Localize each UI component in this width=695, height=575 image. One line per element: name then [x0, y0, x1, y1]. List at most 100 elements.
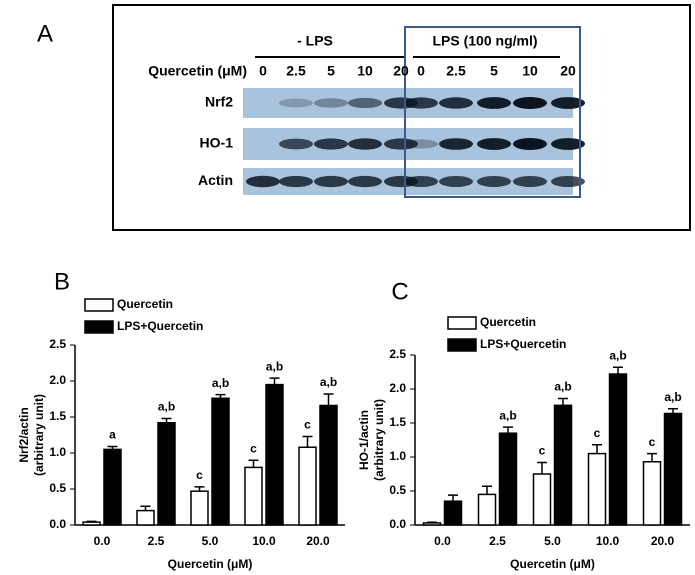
band [348, 138, 382, 150]
band [246, 175, 280, 188]
x-tick-label: 20.0 [306, 534, 330, 548]
significance-label: c [304, 418, 311, 432]
y-tick-label: 2.0 [49, 373, 66, 387]
legend-swatch [84, 298, 114, 312]
band [348, 97, 382, 109]
row-label: Actin [198, 172, 233, 188]
error-bar [86, 520, 97, 523]
y-tick-label: 0.5 [389, 483, 406, 497]
y-tick-label: 0.0 [389, 517, 406, 531]
significance-label: c [539, 444, 546, 458]
lane-label: 2.5 [286, 63, 306, 79]
lane-label: 5 [490, 63, 498, 79]
y-tick-label: 1.0 [389, 449, 406, 463]
row-label: Nrf2 [205, 94, 233, 110]
error-bar [503, 426, 513, 434]
y-tick-label: 0.5 [49, 481, 66, 495]
band [404, 176, 438, 187]
bar [498, 432, 518, 526]
significance-label: a,b [320, 375, 337, 389]
error-bar [140, 505, 151, 511]
significance-label: a,b [266, 359, 283, 373]
bar [244, 466, 263, 526]
y-tick-label: 1.0 [49, 445, 66, 459]
significance-label: a [109, 428, 116, 442]
panel-label: C [391, 278, 408, 305]
band [551, 138, 585, 150]
band [314, 98, 348, 108]
significance-label: c [196, 468, 203, 482]
bar [298, 446, 317, 526]
bar [553, 404, 573, 526]
band [348, 175, 382, 188]
error-bar [558, 397, 568, 406]
band [513, 138, 547, 150]
error-bar [448, 494, 458, 502]
y-tick-label: 1.5 [49, 409, 66, 423]
x-axis-label: Quercetin (μM) [510, 557, 595, 571]
x-tick-label: 0.0 [434, 534, 451, 548]
bar [642, 461, 662, 526]
bar [422, 522, 442, 526]
significance-label: a,b [664, 390, 681, 404]
error-bar [323, 393, 334, 406]
lane-label: 20 [393, 63, 409, 79]
band [439, 176, 473, 187]
bar [190, 490, 209, 526]
condition-label: LPS (100 ng/ml) [432, 33, 537, 49]
band [477, 97, 511, 109]
y-tick-label: 2.0 [389, 381, 406, 395]
band [551, 176, 585, 187]
x-tick-label: 5.0 [202, 534, 219, 548]
error-bar [161, 417, 172, 423]
panel-a-frame [112, 4, 691, 231]
significance-label: c [250, 441, 257, 455]
legend-label: LPS+Quercetin [480, 337, 566, 351]
x-axis-label: Quercetin (μM) [168, 557, 253, 571]
band [439, 138, 473, 150]
error-bar [302, 435, 313, 448]
band [513, 176, 547, 187]
bar [157, 422, 176, 526]
legend-label: LPS+Quercetin [117, 319, 203, 333]
band [477, 138, 511, 150]
bar [663, 412, 683, 526]
lane-label: 5 [327, 63, 335, 79]
error-bar [668, 407, 678, 414]
lane-label: 0 [417, 63, 425, 79]
legend-label: Quercetin [117, 297, 173, 311]
band [551, 97, 585, 109]
legend-swatch [447, 316, 477, 330]
significance-label: a,b [499, 408, 516, 422]
blot [243, 88, 585, 195]
significance-label: a,b [212, 376, 229, 390]
band [513, 97, 547, 109]
lane-label: 2.5 [446, 63, 466, 79]
error-bar [537, 461, 547, 474]
x-tick-label: 20.0 [651, 534, 675, 548]
y-tick-label: 2.5 [49, 337, 66, 351]
significance-label: a,b [609, 348, 626, 362]
y-axis-label: (arbitrary unit) [372, 399, 386, 481]
error-bar [613, 366, 623, 375]
bar [477, 493, 497, 526]
y-axis-label: Nrf2/actin [17, 407, 31, 462]
band [279, 175, 313, 188]
significance-label: c [649, 435, 656, 449]
y-axis-label: HO-1/actin [357, 410, 371, 470]
y-tick-label: 0.0 [49, 517, 66, 531]
bar [587, 452, 607, 526]
legend-swatch [447, 338, 477, 352]
lane-label: 10 [357, 63, 373, 79]
bar [443, 500, 463, 526]
lane-label: 0 [259, 63, 267, 79]
error-bar [592, 444, 602, 454]
error-bar [427, 521, 437, 524]
lane-label: 10 [522, 63, 538, 79]
x-tick-label: 5.0 [544, 534, 561, 548]
significance-label: a,b [554, 380, 571, 394]
bar [532, 473, 552, 526]
bar [136, 509, 155, 526]
significance-label: a,b [158, 400, 175, 414]
